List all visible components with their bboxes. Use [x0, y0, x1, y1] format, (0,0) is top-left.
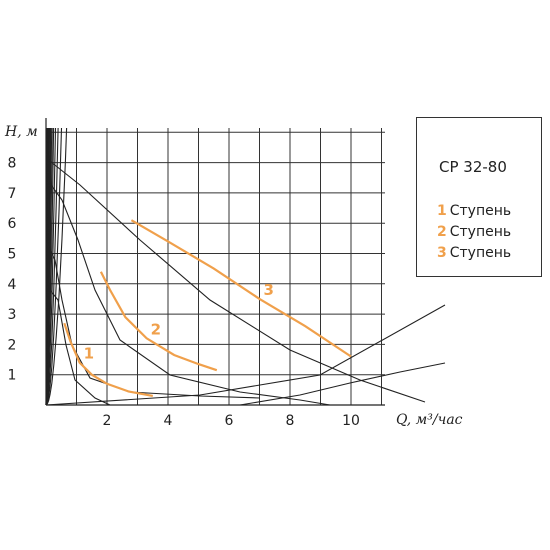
background-curve	[239, 362, 446, 406]
legend-item-2-number: 2	[437, 224, 447, 240]
background-curve	[45, 157, 426, 403]
y-tick-label: 7	[8, 186, 17, 202]
x-axis-title: Q, м³/час	[396, 412, 463, 428]
background-curves	[45, 127, 446, 406]
legend: CP 32-80 1 Ступень 2 Ступень 3 Ступень	[416, 117, 542, 277]
y-tick-label: 6	[8, 216, 17, 232]
legend-item-2: 2 Ступень	[437, 224, 511, 240]
series-line-2	[99, 271, 218, 372]
background-curve	[45, 304, 446, 406]
y-tick-label: 4	[8, 277, 17, 293]
y-tick-label: 3	[8, 307, 17, 323]
legend-item-1-number: 1	[437, 203, 447, 219]
y-tick-label: 8	[8, 156, 17, 172]
series-label-1: 1	[84, 345, 94, 363]
y-tick-label: 1	[8, 368, 17, 384]
y-tick-label: 2	[8, 337, 17, 353]
x-tick-label: 2	[103, 413, 112, 429]
x-tick-label: 4	[164, 413, 173, 429]
legend-item-3: 3 Ступень	[437, 245, 511, 261]
legend-item-2-label: Ступень	[449, 224, 512, 240]
x-tick-label: 10	[342, 413, 360, 429]
legend-title: CP 32-80	[439, 158, 507, 176]
legend-item-1-label: Ступень	[449, 203, 512, 219]
legend-item-3-label: Ступень	[449, 245, 512, 261]
background-curve	[45, 284, 111, 406]
series-label-2: 2	[151, 320, 161, 338]
legend-item-1: 1 Ступень	[437, 203, 511, 219]
x-tick-label: 6	[225, 413, 234, 429]
series-layer: 1 2 3	[63, 219, 352, 397]
y-axis-title: H, м	[4, 124, 38, 140]
series-label-3: 3	[264, 281, 274, 299]
grid	[46, 128, 385, 405]
series-line-3	[130, 219, 352, 358]
series-line-1	[63, 322, 153, 397]
y-tick-label: 5	[8, 247, 17, 263]
background-curve	[45, 177, 331, 406]
legend-item-3-number: 3	[437, 245, 447, 261]
x-tick-label: 8	[286, 413, 295, 429]
